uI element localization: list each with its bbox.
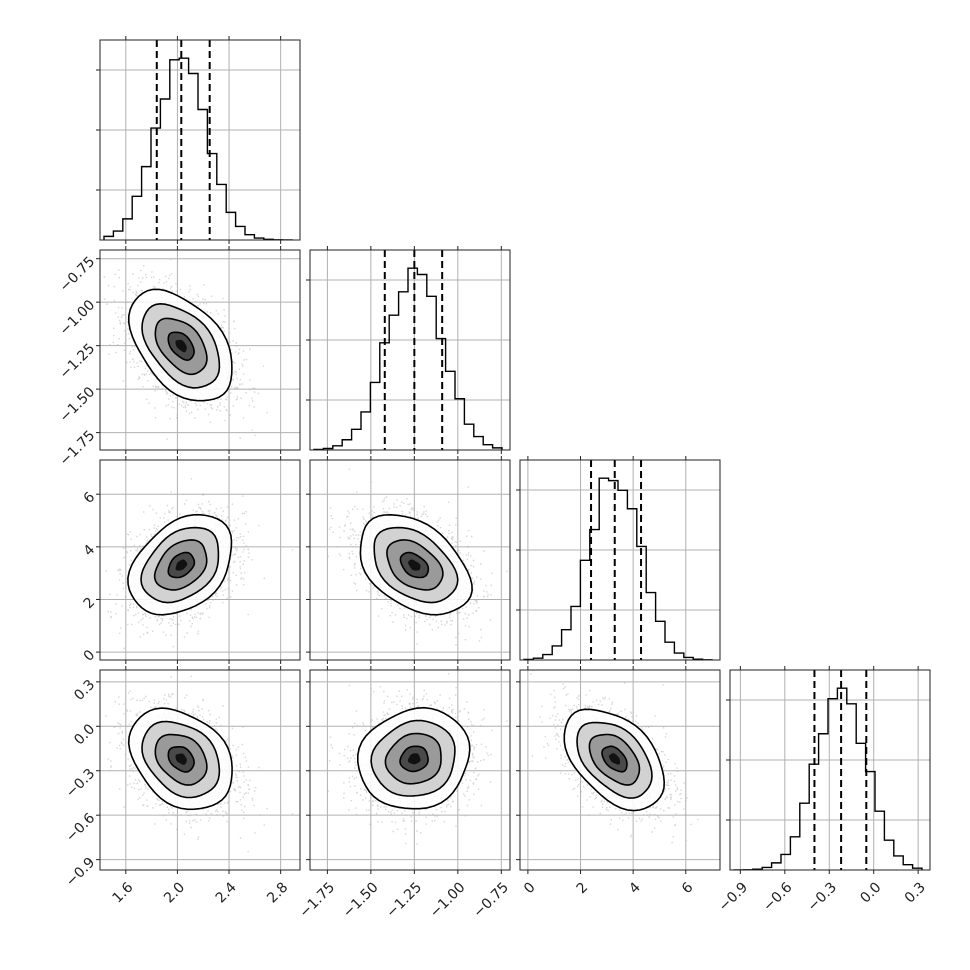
contour-line-4 [167,331,195,362]
scatter-panel-4-2: −1.75 −1.50 −1.25 −1.00 −0.75 [296,666,512,921]
panel-frame [99,39,301,241]
y-tick-label: 0 [81,647,99,665]
x-tick-label: 0 [521,879,539,897]
histogram-panel-1 [96,36,301,244]
y-tick-label: −1.25 [57,341,99,383]
panel-frame [309,459,511,661]
contour-line-1 [563,708,666,812]
scatter-panel-4-1: 1.6 2.0 2.4 2.8 −0.9 −0.6 −0.3 0.0 0.3 [63,666,301,906]
density-core [407,753,421,765]
x-tick-label: −0.75 [470,879,512,921]
density-core [175,339,187,353]
contour-line-2 [373,526,459,604]
y-tick-label: −0.75 [57,254,99,296]
y-tick-label: 0.0 [71,721,98,748]
x-tick-label: 2.8 [264,879,291,906]
x-tick-label: −1.50 [340,879,382,921]
x-tick-label: 4 [626,879,644,897]
y-tick-label: 4 [81,542,99,560]
contour-line-3 [153,539,208,591]
contour-line-4 [601,745,628,773]
x-tick-label: 2.0 [161,879,188,906]
contour-line-1 [359,513,473,616]
scatter-panel-2-1: −1.75−1.50−1.25−1.00−0.75 [57,246,301,470]
x-tick-label: −0.3 [805,879,840,914]
x-tick-label: 2 [574,879,592,897]
contour-line-3 [384,732,442,785]
x-tick-label: −1.75 [296,879,338,921]
y-tick-label: −1.75 [57,428,99,470]
x-tick-label: 0.3 [902,879,929,906]
panel-body [520,460,720,660]
contour-line-1 [127,707,233,811]
y-tick-label: −0.9 [63,855,98,890]
contour-line-1 [127,514,233,616]
panel-body [100,670,300,870]
density-core [408,559,421,571]
histogram-panel-4: −0.9 −0.6 −0.3 0.0 0.3 [716,666,931,915]
contour-line-4 [399,551,430,579]
x-tick-label: 0.0 [857,879,884,906]
y-tick-label: 2 [81,594,99,612]
histogram-steps [103,57,293,240]
x-tick-label: −0.6 [760,879,795,914]
contour-line-1 [357,706,471,810]
panel-frame [99,669,301,871]
contour-line-3 [588,733,641,786]
contour-line-2 [140,526,220,604]
panel-body [310,670,510,870]
contour-line-3 [386,539,444,591]
contour-line-4 [399,745,429,773]
contour-line-4 [167,551,196,579]
panel-frame [309,669,511,871]
panel-body [310,250,510,450]
contour-line-1 [128,288,233,402]
y-tick-label: −1.00 [57,297,99,339]
histogram-steps [313,267,503,450]
y-tick-label: −0.3 [63,766,98,801]
panel-frame [99,459,301,661]
panel-body [730,670,930,870]
histogram-steps [733,687,923,870]
density-core [175,559,188,571]
x-tick-label: 2.4 [213,879,240,906]
contour-line-2 [370,719,456,797]
scatter-panel-3-2 [306,456,511,664]
panel-body [100,460,300,660]
y-tick-label: 6 [81,489,99,507]
x-tick-label: 6 [679,879,697,897]
panel-frame [309,249,511,451]
contour-line-4 [167,746,195,773]
scatter-panel-4-3: 0 2 4 6 [516,666,721,897]
histogram-panel-2 [306,246,511,454]
histogram-panel-3 [516,456,721,664]
histogram-steps [523,477,713,660]
panel-frame [99,249,301,451]
contour-line-2 [576,721,653,799]
x-tick-label: −1.25 [383,879,425,921]
y-tick-label: −0.6 [63,810,98,845]
x-tick-label: −0.9 [716,879,751,914]
panel-body [100,250,300,450]
contour-line-3 [154,317,208,376]
y-tick-label: 0.3 [71,677,98,704]
panel-frame [519,669,721,871]
panel-frame [519,459,721,661]
panel-body [520,670,720,870]
panel-body [100,40,300,240]
x-tick-label: 1.6 [109,879,136,906]
density-core [175,753,187,765]
panel-frame [729,669,931,871]
panel-body [310,460,510,660]
density-core [609,753,620,765]
contour-line-3 [154,733,208,786]
contour-line-2 [141,720,221,799]
contour-line-2 [141,302,221,389]
x-tick-label: −1.00 [427,879,469,921]
scatter-panel-3-1: 0 2 4 6 [81,456,301,665]
y-tick-label: −1.50 [57,384,99,426]
